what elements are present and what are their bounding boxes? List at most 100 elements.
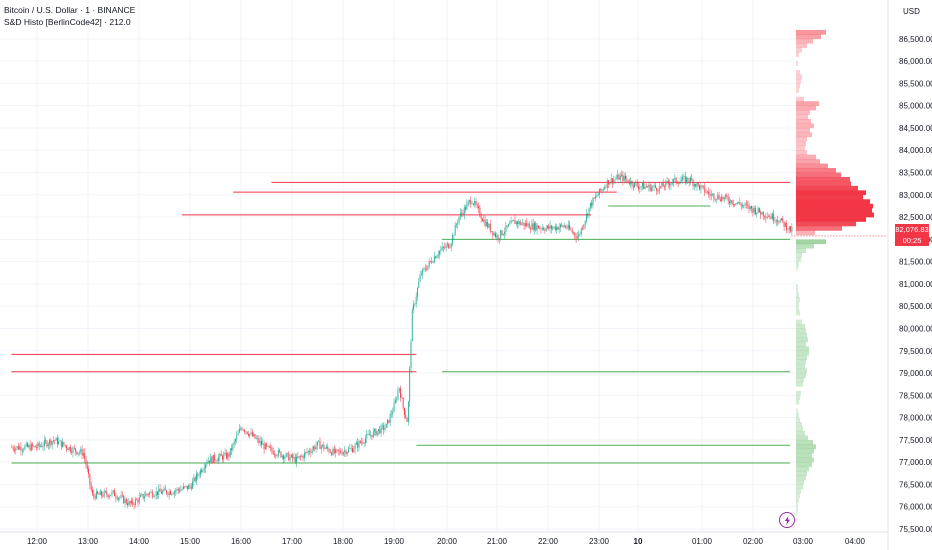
candle-body — [662, 182, 664, 187]
candle-body — [762, 211, 764, 217]
candle-body — [370, 434, 372, 436]
candle-body — [453, 235, 455, 236]
candle-body — [240, 428, 242, 429]
candle-body — [138, 496, 140, 503]
candle-body — [98, 493, 100, 495]
candle-body — [137, 499, 139, 503]
candle-body — [42, 446, 44, 447]
candle-body — [719, 199, 721, 201]
candle-body — [505, 225, 507, 233]
candle-body — [557, 226, 559, 230]
candle-body — [345, 450, 347, 455]
candle-body — [259, 440, 261, 443]
demand-histo-bar — [796, 439, 813, 445]
demand-histo-bar — [796, 328, 806, 334]
candle-body — [778, 221, 780, 223]
candle-body — [566, 227, 568, 229]
candle-body — [41, 445, 43, 447]
symbol-title[interactable]: Bitcoin / U.S. Dollar · 1 · BINANCE — [4, 5, 136, 15]
candle-body — [679, 181, 681, 184]
supply-histo-bar — [796, 230, 815, 236]
time-tick-label: 22:00 — [538, 537, 559, 546]
candle-body — [375, 429, 377, 436]
candle-body — [630, 180, 632, 184]
time-tick-label: 20:00 — [437, 537, 458, 546]
candle-body — [703, 185, 704, 187]
candle-body — [714, 199, 716, 200]
candle-body — [101, 491, 103, 496]
candle-body — [214, 454, 216, 461]
price-tick-label: 78,500.00 — [899, 391, 932, 400]
candle-body — [554, 226, 556, 230]
candle-body — [203, 468, 205, 470]
candle-body — [753, 207, 755, 213]
candle-body — [687, 177, 689, 181]
candle-body — [66, 445, 67, 449]
candle-body — [406, 418, 408, 422]
candle-body — [383, 425, 385, 430]
price-tick-label: 81,500.00 — [899, 258, 932, 267]
candle-body — [190, 486, 192, 489]
candle-body — [380, 425, 382, 434]
candle-body — [440, 249, 442, 252]
candle-body — [686, 177, 688, 183]
candle-body — [151, 491, 153, 497]
candle-body — [699, 184, 701, 190]
candle-body — [472, 203, 474, 205]
supply-histo-bar — [796, 176, 850, 182]
candle-body — [300, 456, 301, 457]
supply-histo-bar — [796, 43, 807, 49]
candle-body — [108, 495, 110, 498]
candle-body — [212, 454, 214, 463]
candle-body — [310, 452, 312, 453]
candle-body — [163, 488, 165, 492]
candle-body — [114, 490, 116, 497]
candle-body — [131, 500, 132, 504]
time-tick-label: 18:00 — [333, 537, 354, 546]
candle-body — [211, 456, 213, 463]
candle-body — [199, 470, 201, 476]
candle-body — [597, 194, 599, 197]
supply-histo-bar — [796, 141, 806, 147]
candle-body — [15, 448, 17, 451]
last-price-tag: 82,076.83 00:25 — [895, 224, 929, 246]
candle-body — [571, 230, 573, 233]
bar-countdown: 00:25 — [902, 236, 922, 245]
demand-histo-bar — [796, 239, 826, 245]
demand-histo-bar — [796, 359, 806, 365]
last-price-value: 82,076.83 — [895, 225, 929, 234]
candle-body — [595, 196, 597, 199]
candle-body — [786, 223, 788, 231]
candle-body — [545, 227, 547, 231]
candle-body — [530, 228, 532, 230]
candle-body — [262, 443, 264, 445]
candle-body — [492, 231, 494, 236]
time-tick-label: 02:00 — [743, 537, 764, 546]
candle-body — [470, 200, 472, 205]
candle-body — [315, 446, 317, 450]
lightning-icon[interactable] — [779, 512, 795, 528]
candle-body — [704, 186, 706, 193]
candle-body — [132, 500, 134, 505]
candle-body — [774, 220, 776, 222]
supply-histo-bar — [796, 101, 819, 106]
candle-body — [201, 470, 203, 472]
price-tick-label: 86,000.00 — [899, 57, 932, 66]
supply-histo-bar — [796, 123, 814, 129]
candle-body — [781, 218, 782, 221]
demand-histo-bar — [796, 426, 803, 432]
candle-body — [648, 184, 650, 188]
candle-body — [97, 491, 99, 494]
candle-body — [102, 495, 104, 497]
candle-body — [634, 182, 636, 187]
candle-body — [612, 178, 613, 184]
candle-body — [670, 183, 672, 186]
candle-body — [311, 449, 313, 453]
candle-body — [64, 445, 66, 446]
candle-body — [491, 231, 493, 232]
candle-body — [729, 201, 730, 204]
candle-body — [716, 199, 717, 200]
indicator-title[interactable]: S&D Histo [BerlinCode42] · 212.0 — [4, 17, 131, 27]
supply-histo-bar — [796, 52, 799, 57]
